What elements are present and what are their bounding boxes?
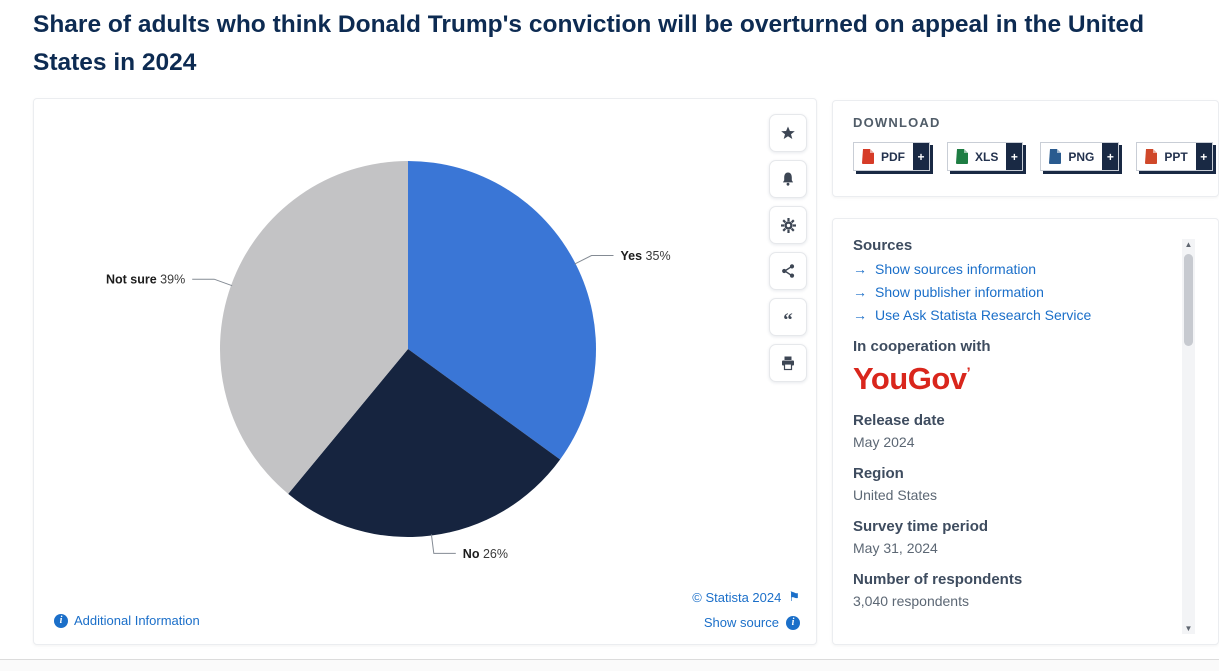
alert-button[interactable] bbox=[769, 160, 807, 198]
survey-period-value: May 31, 2024 bbox=[853, 540, 938, 556]
chart-card: Yes 35% No 26% Not sure 39% i Additional I… bbox=[33, 98, 817, 645]
page-bottom-edge bbox=[0, 659, 1219, 671]
copyright-row[interactable]: © Statista 2024 ⚑ bbox=[692, 589, 800, 605]
show-publisher-label: Show publisher information bbox=[875, 284, 1044, 300]
additional-information-label: Additional Information bbox=[74, 613, 200, 628]
yougov-logo: YouGov’ bbox=[853, 361, 971, 396]
show-source-label: Show source bbox=[703, 615, 779, 630]
download-pdf-label: PDF bbox=[881, 149, 905, 164]
region-value: United States bbox=[853, 487, 938, 503]
show-sources-label: Show sources information bbox=[875, 261, 1037, 277]
star-icon bbox=[781, 126, 795, 139]
download-xls-main: XLS bbox=[948, 143, 1007, 170]
share-button[interactable] bbox=[769, 252, 807, 290]
download-xls-button[interactable]: XLS + bbox=[947, 142, 1024, 171]
plus-icon: + bbox=[913, 143, 929, 170]
plus-icon: + bbox=[1006, 143, 1023, 170]
download-buttons: PDF + XLS + PNG + bbox=[853, 142, 1218, 171]
info-icon: i bbox=[786, 615, 800, 630]
scroll-up-icon[interactable]: ▲ bbox=[1184, 240, 1193, 249]
ask-statista-label: Use Ask Statista Research Service bbox=[875, 307, 1092, 323]
pie-slice-no[interactable] bbox=[288, 349, 561, 538]
sources-heading: Sources bbox=[853, 237, 913, 254]
details-card: Sources → Show sources information → Sho… bbox=[832, 218, 1219, 645]
survey-period-heading: Survey time period bbox=[853, 518, 989, 535]
show-sources-link[interactable]: → Show sources information bbox=[853, 261, 1158, 277]
download-pdf-main: PDF bbox=[854, 143, 913, 170]
info-icon: i bbox=[54, 613, 68, 628]
plus-icon: + bbox=[1195, 143, 1212, 170]
download-ppt-main: PPT bbox=[1137, 143, 1196, 170]
download-xls-label: XLS bbox=[975, 149, 999, 164]
copyright-text: © Statista 2024 bbox=[692, 589, 782, 605]
pie-label-leader bbox=[574, 255, 614, 265]
download-heading: DOWNLOAD bbox=[853, 115, 941, 130]
print-icon bbox=[782, 356, 794, 371]
pie-label-leader bbox=[192, 278, 233, 287]
download-pdf-button[interactable]: PDF + bbox=[853, 142, 930, 171]
cite-button[interactable]: “ bbox=[769, 298, 807, 336]
pie-label-not-sure: Not sure 39% bbox=[106, 273, 185, 287]
download-png-label: PNG bbox=[1068, 149, 1095, 164]
download-ppt-button[interactable]: PPT + bbox=[1136, 142, 1213, 171]
pie-label-leader bbox=[430, 534, 456, 554]
favorite-button[interactable] bbox=[769, 114, 807, 152]
release-date-value: May 2024 bbox=[853, 434, 915, 450]
pie-slice-yes[interactable] bbox=[408, 161, 597, 460]
bell-icon bbox=[782, 172, 794, 186]
show-publisher-link[interactable]: → Show publisher information bbox=[853, 284, 1158, 300]
download-ppt-label: PPT bbox=[1164, 149, 1188, 164]
chart-footer-right: © Statista 2024 ⚑ Show source i bbox=[692, 589, 800, 630]
show-source-link[interactable]: Show source i bbox=[692, 615, 800, 630]
details-content: Sources → Show sources information → Sho… bbox=[853, 237, 1158, 609]
ask-statista-link[interactable]: → Use Ask Statista Research Service bbox=[853, 307, 1158, 323]
pie-slice-not-sure[interactable] bbox=[219, 160, 408, 494]
download-card: DOWNLOAD PDF + XLS + bbox=[832, 100, 1219, 197]
respondents-value: 3,040 respondents bbox=[853, 593, 969, 609]
cooperation-heading: In cooperation with bbox=[853, 338, 991, 355]
download-png-button[interactable]: PNG + bbox=[1040, 142, 1120, 171]
xls-file-icon bbox=[956, 149, 968, 164]
yougov-logo-mark: ’ bbox=[966, 364, 971, 382]
arrow-right-icon: → bbox=[853, 261, 867, 277]
gear-icon bbox=[780, 217, 796, 233]
flag-icon: ⚑ bbox=[788, 589, 800, 604]
additional-information-link[interactable]: i Additional Information bbox=[54, 613, 200, 628]
release-date-heading: Release date bbox=[853, 412, 945, 429]
arrow-right-icon: → bbox=[853, 307, 867, 323]
page-title: Share of adults who think Donald Trump's… bbox=[33, 11, 1145, 76]
download-png-main: PNG bbox=[1041, 143, 1103, 170]
quote-icon: “ bbox=[783, 310, 793, 331]
region-heading: Region bbox=[853, 465, 904, 482]
ppt-file-icon bbox=[1145, 149, 1158, 164]
pie-chart: Yes 35% No 26% Not sure 39% bbox=[106, 160, 671, 561]
details-scrollbar: ▲ ▼ bbox=[1182, 239, 1195, 634]
share-icon bbox=[782, 264, 795, 278]
respondents-heading: Number of respondents bbox=[853, 571, 1023, 588]
scrollbar-thumb[interactable] bbox=[1184, 254, 1193, 346]
pdf-file-icon bbox=[862, 149, 874, 164]
pie-label-yes: Yes 35% bbox=[621, 249, 671, 263]
png-file-icon bbox=[1049, 149, 1062, 164]
arrow-right-icon: → bbox=[853, 284, 867, 300]
scroll-down-icon[interactable]: ▼ bbox=[1184, 624, 1193, 633]
pie-label-no: No 26% bbox=[463, 547, 508, 561]
print-button[interactable] bbox=[769, 344, 807, 382]
plus-icon: + bbox=[1102, 143, 1119, 170]
settings-button[interactable] bbox=[769, 206, 807, 244]
chart-toolbar: “ bbox=[769, 114, 807, 382]
